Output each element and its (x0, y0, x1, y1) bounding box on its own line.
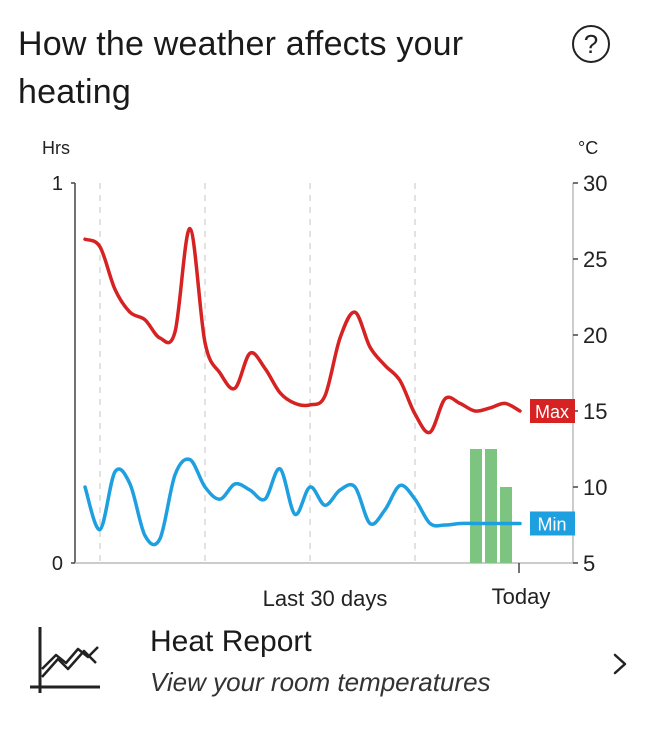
series-tag-label: Max (535, 402, 569, 422)
x-label-today: Today (492, 584, 551, 609)
chart-area: Hrs °C 0 1 5 10 15 20 25 30 Max Min Last 30 days Toda… (0, 130, 651, 620)
card-title: How the weather affects your heating (18, 25, 464, 111)
right-tick-label: 30 (583, 171, 607, 196)
heat-report-link[interactable]: Heat Report View your room temperatures (0, 615, 651, 715)
line-chart-icon (30, 627, 100, 693)
series-line-max (83, 226, 522, 435)
question-circle-icon: ? (583, 28, 599, 59)
heat-report-subtitle: View your room temperatures (150, 667, 491, 697)
chevron-right-icon (613, 653, 627, 675)
series-tag-max: Max (530, 399, 575, 423)
right-tick-label: 20 (583, 323, 607, 348)
help-button[interactable]: ? (572, 25, 610, 63)
series-tag-label: Min (537, 514, 566, 534)
series-tag-box (530, 511, 575, 536)
series-tag-box (530, 399, 575, 423)
right-tick-label: 10 (583, 475, 607, 500)
heating-bar (485, 449, 497, 563)
left-axis-title: Hrs (42, 138, 70, 158)
series-tag-min: Min (530, 511, 575, 536)
right-tick-label: 5 (583, 551, 595, 576)
right-tick-label: 15 (583, 399, 607, 424)
series-line-min (83, 457, 522, 547)
right-tick-label: 25 (583, 247, 607, 272)
x-label-period: Last 30 days (263, 586, 388, 611)
right-axis-title: °C (578, 138, 598, 158)
heat-report-title: Heat Report (150, 625, 312, 658)
left-tick-label: 1 (52, 173, 63, 195)
heating-bar (470, 449, 482, 563)
left-tick-label: 0 (52, 553, 63, 575)
